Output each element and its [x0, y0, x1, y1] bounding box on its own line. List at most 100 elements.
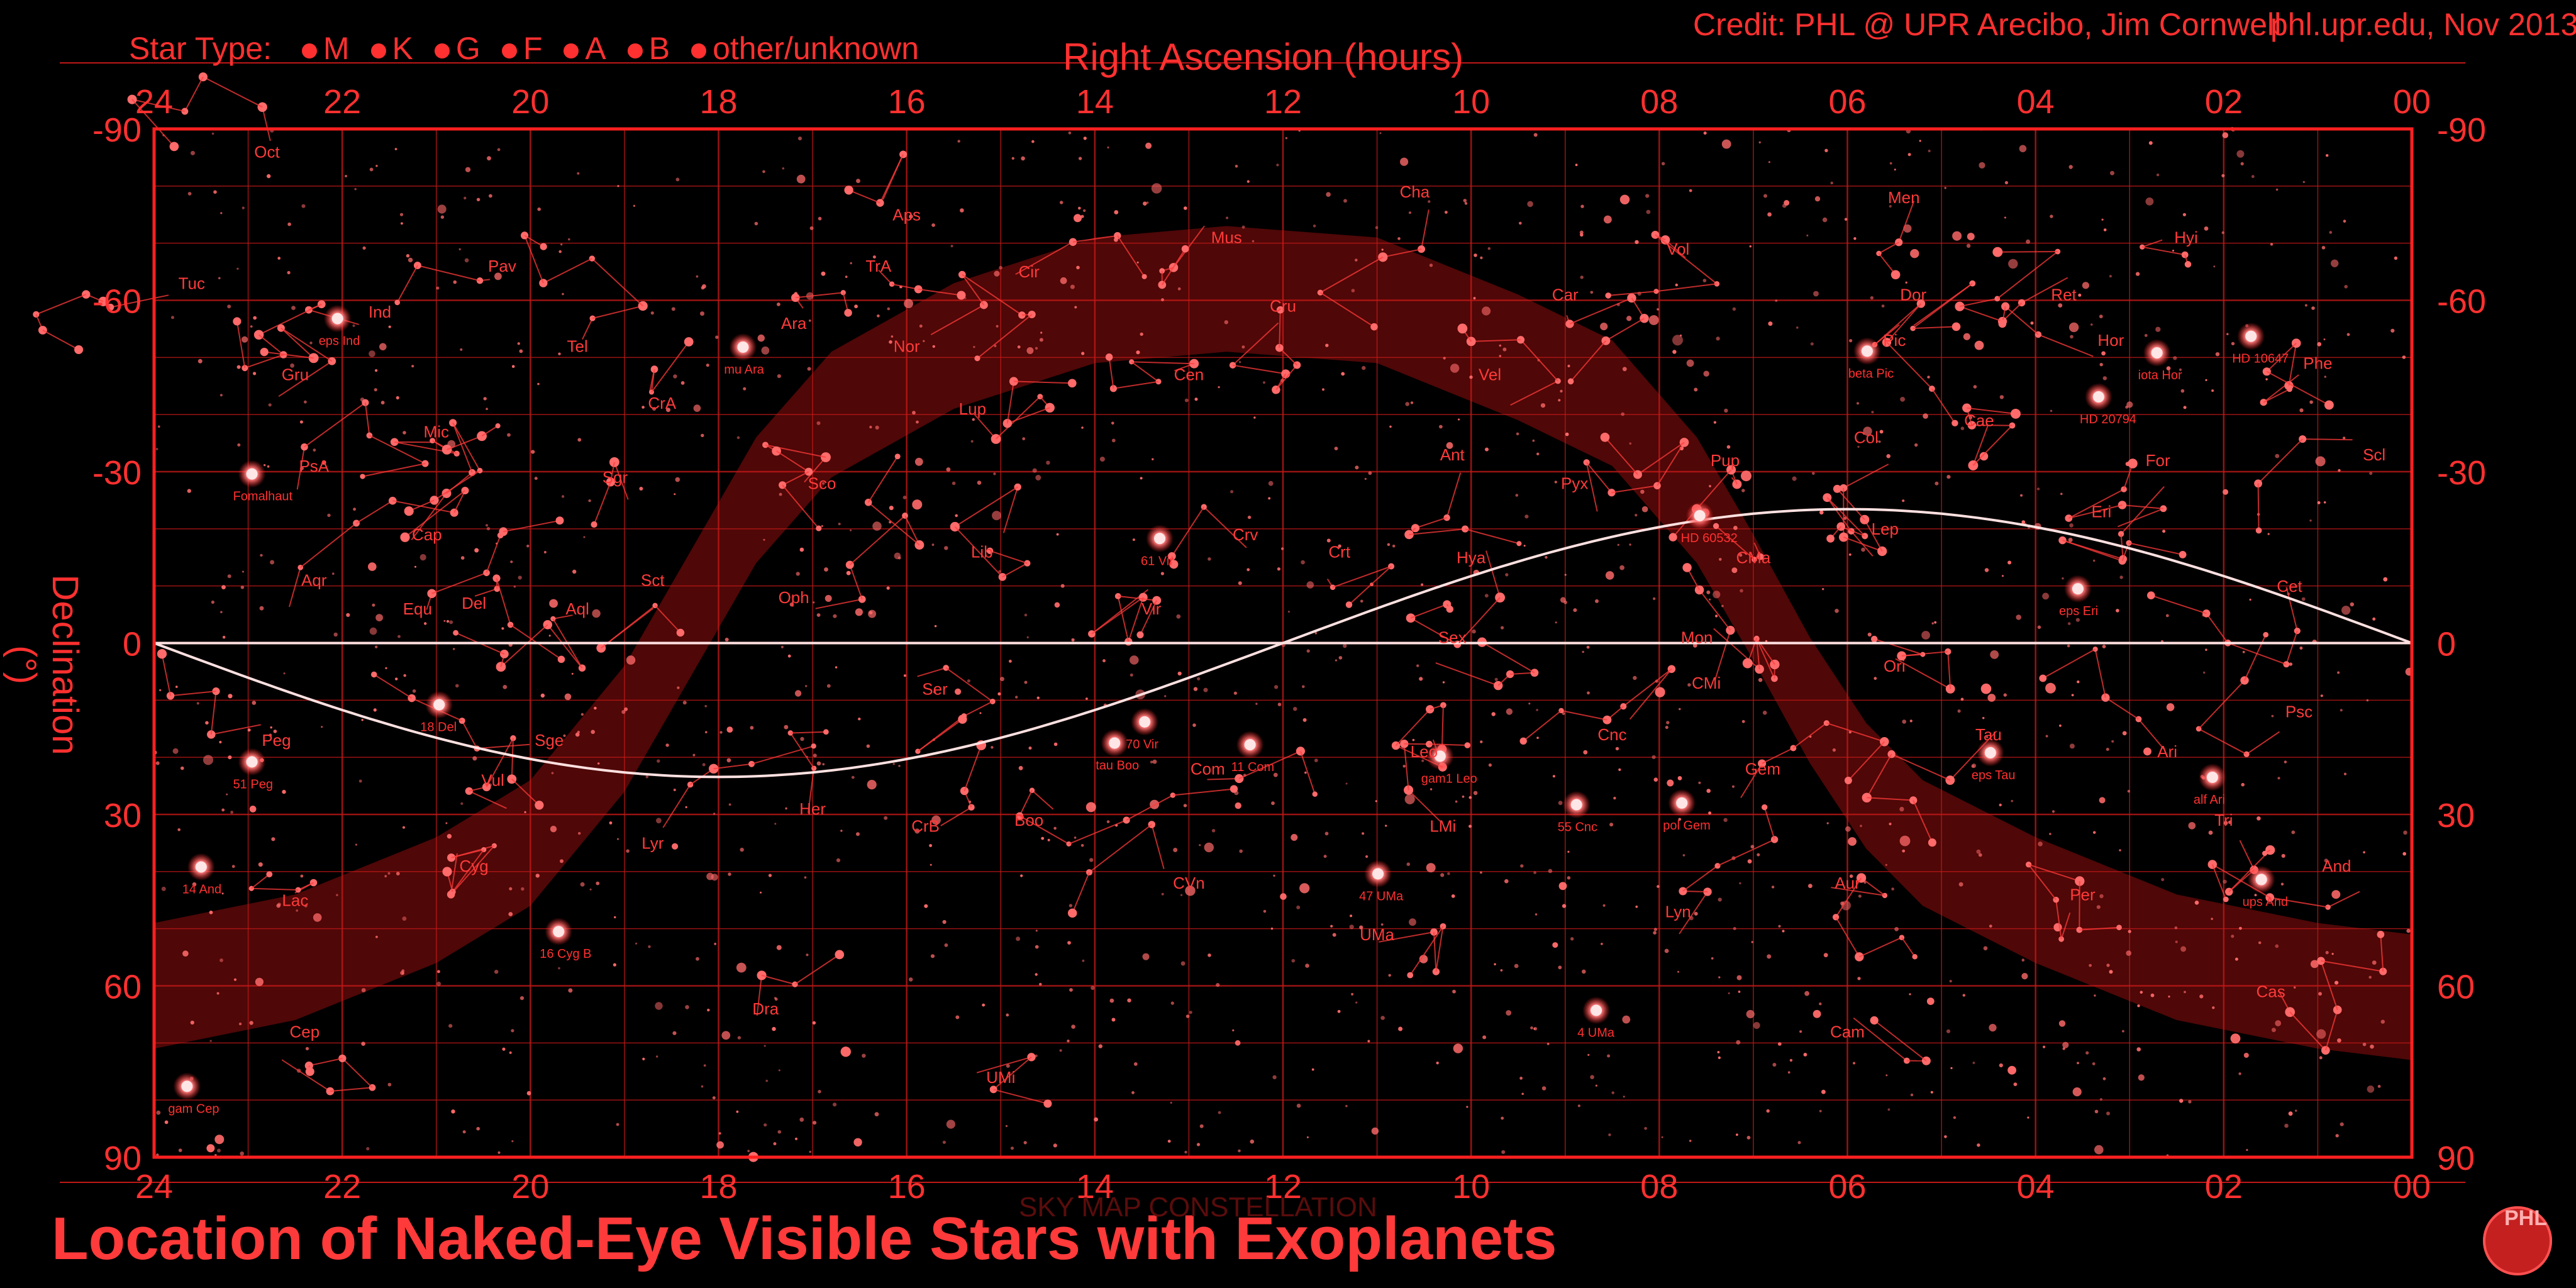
background-star	[1429, 264, 1433, 267]
constellation-label-ant: Ant	[1440, 445, 1465, 464]
constellation-label-cir: Cir	[1019, 262, 1040, 281]
background-star	[763, 1045, 766, 1047]
background-star	[2242, 650, 2245, 653]
background-star	[1351, 289, 1355, 292]
background-star	[182, 950, 189, 957]
constellation-star	[1951, 419, 1958, 427]
background-star	[1767, 212, 1772, 217]
background-star	[1410, 401, 1414, 404]
constellation-line	[1682, 865, 1718, 892]
constellation-line	[2257, 438, 2303, 484]
constellation-line	[2244, 634, 2267, 681]
background-star	[336, 894, 338, 896]
background-star	[1570, 937, 1574, 941]
background-star	[240, 1151, 245, 1156]
constellation-line	[1441, 705, 1444, 750]
background-star	[395, 677, 398, 680]
background-star	[677, 686, 680, 689]
exoplanet-host-label: eps Ind	[319, 335, 360, 348]
background-star	[1176, 614, 1181, 619]
constellation-line	[258, 303, 322, 336]
background-star	[1161, 298, 1164, 302]
constellation-star	[684, 337, 694, 347]
background-star	[1152, 759, 1157, 764]
background-star	[840, 1046, 852, 1057]
background-star	[242, 570, 244, 573]
background-star	[2140, 991, 2143, 994]
background-star	[2179, 1099, 2184, 1103]
background-star	[726, 758, 731, 763]
background-star	[1345, 1104, 1348, 1108]
background-star	[1480, 256, 1483, 260]
background-star	[1580, 275, 1584, 279]
background-star	[2205, 648, 2207, 651]
constellation-line	[2005, 306, 2039, 335]
constellation-line	[1465, 528, 1519, 545]
background-star	[1473, 297, 1476, 300]
background-star	[705, 731, 708, 733]
exoplanet-host-label: ups And	[2243, 896, 2288, 909]
background-star	[268, 403, 272, 407]
background-star	[1971, 764, 1975, 769]
background-star	[1604, 215, 1612, 224]
background-star	[2072, 1087, 2082, 1097]
background-star	[369, 627, 377, 635]
background-star	[2165, 614, 2169, 618]
constellation-label-aqr: Aqr	[301, 571, 327, 590]
constellation-line	[918, 288, 962, 296]
background-star	[158, 425, 160, 428]
background-star	[1527, 201, 1533, 208]
background-star	[568, 988, 573, 993]
background-star	[1885, 863, 1887, 866]
background-star	[650, 311, 654, 315]
background-star	[1661, 162, 1665, 165]
constellation-line	[1409, 528, 1465, 535]
background-star	[1758, 141, 1761, 144]
background-star	[1675, 283, 1678, 287]
constellation-line	[1207, 778, 1240, 780]
background-star	[1143, 201, 1147, 206]
constellation-line	[1850, 531, 1874, 557]
background-star	[2077, 1062, 2079, 1065]
background-star	[1177, 671, 1182, 676]
background-star	[509, 1051, 512, 1054]
background-star	[1814, 196, 1821, 202]
exoplanet-host-star	[181, 1080, 193, 1092]
constellation-label-col: Col	[1854, 428, 1879, 447]
background-star	[1161, 892, 1164, 896]
background-star	[724, 638, 729, 641]
background-star	[209, 910, 213, 914]
constellation-line	[1585, 462, 1613, 493]
background-star	[1421, 759, 1424, 762]
background-star	[1860, 824, 1862, 828]
background-star	[1463, 199, 1467, 203]
background-star	[1717, 1051, 1720, 1053]
background-star	[242, 206, 245, 209]
background-star	[379, 343, 387, 351]
background-star	[1070, 284, 1075, 289]
background-star	[1472, 629, 1476, 634]
background-star	[931, 543, 935, 547]
background-star	[399, 213, 404, 216]
exoplanet-host-label: HD 60532	[1681, 531, 1738, 545]
background-star	[1480, 871, 1482, 874]
background-star	[998, 570, 1001, 573]
background-star	[380, 401, 385, 405]
background-star	[1687, 683, 1691, 687]
background-star	[1277, 702, 1282, 706]
background-star	[999, 265, 1002, 270]
background-star	[795, 1137, 797, 1140]
exoplanet-host-label: 51 Peg	[233, 777, 273, 791]
background-star	[2335, 1134, 2339, 1138]
background-star	[952, 481, 956, 486]
constellation-line	[993, 1089, 1048, 1104]
background-star	[502, 685, 508, 689]
constellation-line	[2328, 891, 2360, 908]
background-star	[2094, 1145, 2104, 1155]
constellation-lines	[33, 72, 2387, 1108]
background-star	[1605, 571, 1614, 580]
ecliptic-curve	[153, 508, 2412, 779]
background-star	[486, 526, 491, 531]
background-star	[2078, 293, 2082, 297]
constellation-star	[400, 532, 410, 542]
